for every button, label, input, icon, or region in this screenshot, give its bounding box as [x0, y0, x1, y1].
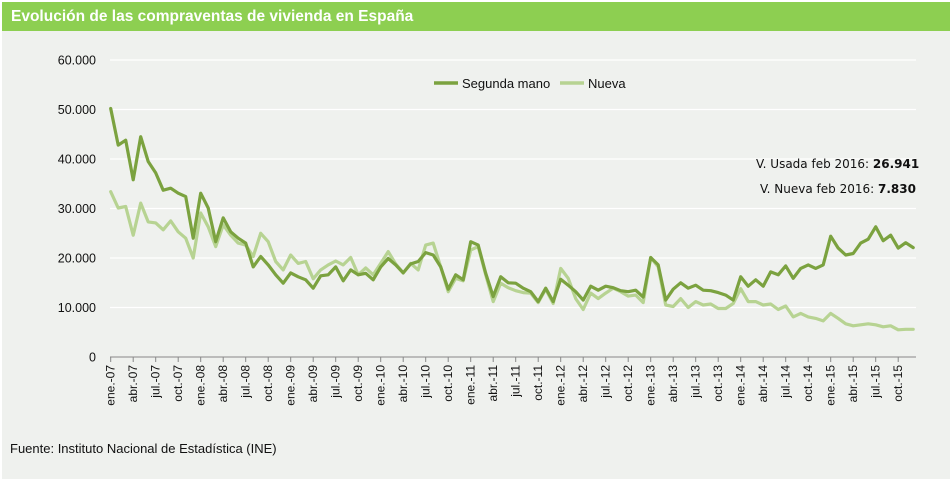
y-tick-label: 20.000	[58, 252, 96, 266]
x-tick-label: abr.-14	[756, 365, 770, 403]
x-tick-label: jul.-12	[599, 365, 613, 399]
legend: Segunda mano Nueva	[434, 76, 626, 91]
legend-label-nueva: Nueva	[588, 76, 626, 91]
x-tick-label: ene.-13	[644, 365, 658, 406]
x-tick-label: ene.-10	[374, 365, 388, 406]
x-tick-label: oct.-14	[801, 365, 815, 402]
x-tick-label: oct.-15	[891, 365, 905, 402]
x-tick-label: oct.-09	[351, 365, 365, 402]
series-line-nueva	[109, 190, 915, 332]
y-tick-label: 30.000	[58, 202, 96, 216]
annotation-usada-value: 26.941	[873, 157, 919, 171]
x-tick-label: oct.-10	[441, 365, 455, 402]
x-tick-label: ene.-08	[194, 365, 208, 406]
x-tick-label: abr.-08	[216, 365, 230, 403]
chart-title-bar: Evolución de las compraventas de viviend…	[2, 2, 950, 31]
x-tick-label: jul.-14	[779, 365, 793, 399]
x-tick-label: ene.-07	[104, 365, 118, 406]
y-tick-label: 40.000	[58, 153, 96, 167]
x-tick-label: jul.-15	[869, 365, 883, 399]
annotation-nueva-value: 7.830	[878, 182, 916, 196]
x-tick-label: oct.-13	[711, 365, 725, 402]
x-tick-label: abr.-07	[126, 365, 140, 403]
x-tick-label: abr.-09	[306, 365, 320, 403]
y-tick-label: 0	[89, 351, 96, 365]
x-tick-label: ene.-14	[734, 365, 748, 406]
source-note: Fuente: Instituto Nacional de Estadístic…	[10, 441, 277, 456]
x-tick-label: abr.-10	[396, 365, 410, 403]
chart-panel	[2, 31, 950, 479]
annotation-nueva: V. Nueva feb 2016: 7.830	[760, 182, 916, 196]
x-tick-label: abr.-11	[486, 365, 500, 402]
x-tick-label: jul.-11	[509, 365, 523, 398]
x-tick-label: jul.-09	[329, 365, 343, 399]
x-tick-label: ene.-09	[284, 365, 298, 406]
x-tick-label: jul.-08	[239, 365, 253, 399]
x-tick-label: abr.-12	[576, 365, 590, 403]
legend-label-segunda-mano: Segunda mano	[462, 76, 550, 91]
x-tick-label: oct.-08	[261, 365, 275, 402]
x-tick-label: ene.-11	[464, 365, 478, 405]
annotation-usada: V. Usada feb 2016: 26.941	[756, 157, 919, 171]
x-tick-label: jul.-10	[419, 365, 433, 399]
x-tick-label: jul.-13	[689, 365, 703, 399]
x-tick-label: ene.-15	[824, 365, 838, 406]
x-tick-label: jul.-07	[149, 365, 163, 399]
annotation-nueva-label: V. Nueva feb 2016:	[760, 182, 878, 196]
x-tick-label: oct.-12	[621, 365, 635, 402]
y-tick-label: 60.000	[58, 54, 96, 68]
x-tick-label: abr.-13	[666, 365, 680, 403]
x-tick-label: oct.-11	[531, 365, 545, 401]
x-tick-label: abr.-15	[846, 365, 860, 403]
annotation-usada-label: V. Usada feb 2016:	[756, 157, 873, 171]
x-tick-label: ene.-12	[554, 365, 568, 406]
x-tick-label: oct.-07	[171, 365, 185, 402]
chart-title: Evolución de las compraventas de viviend…	[11, 8, 414, 25]
y-tick-label: 10.000	[58, 301, 96, 315]
y-tick-label: 50.000	[58, 103, 96, 117]
series-line-segunda-mano	[109, 106, 915, 304]
